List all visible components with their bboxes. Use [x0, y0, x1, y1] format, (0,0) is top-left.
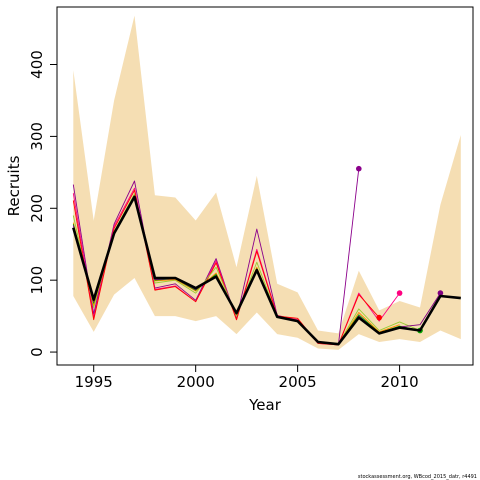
- y-axis: 0 100 200 300 400: [28, 50, 57, 357]
- y-tick-label: 0: [28, 347, 46, 357]
- x-axis: 1995 2000 2005 2010: [75, 365, 419, 391]
- y-tick-label: 300: [28, 122, 46, 151]
- y-tick-label: 200: [28, 194, 46, 223]
- series-end-point-2: [396, 290, 403, 296]
- y-tick-label: 100: [28, 266, 46, 295]
- footer-credit: stockassessment.org, WBcod_2015_datr, r4…: [358, 474, 477, 480]
- series-line-main: [72, 195, 461, 346]
- x-axis-title: Year: [248, 396, 282, 414]
- confidence-band-area: [73, 15, 461, 350]
- series-lines: [72, 165, 461, 346]
- x-tick-label: 2005: [279, 373, 317, 391]
- plot-frame: [56, 6, 474, 366]
- confidence-band: [73, 15, 461, 350]
- x-tick-label: 2010: [380, 373, 418, 391]
- series-end-point-3: [376, 314, 383, 321]
- y-axis-title: Recruits: [5, 155, 23, 216]
- series-end-point-7: [437, 290, 444, 296]
- x-tick-label: 2000: [177, 373, 215, 391]
- series-end-point-1: [356, 165, 362, 172]
- x-tick-label: 1995: [75, 373, 113, 391]
- y-tick-label: 400: [28, 50, 46, 79]
